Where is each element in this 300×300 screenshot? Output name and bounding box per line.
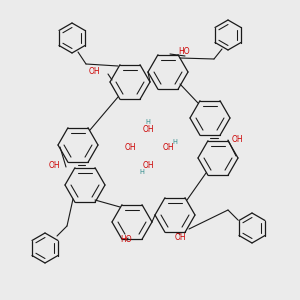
Text: OH: OH [124,143,136,152]
Text: OH: OH [48,160,60,169]
Text: OH: OH [174,233,186,242]
Text: HO: HO [178,47,190,56]
Text: HO: HO [120,236,132,244]
Text: H: H [140,169,144,175]
Text: OH: OH [162,143,174,152]
Text: OH: OH [88,68,100,76]
Text: OH: OH [142,160,154,169]
Text: H: H [172,139,177,145]
Text: H: H [146,119,150,125]
Text: OH: OH [232,136,244,145]
Text: OH: OH [142,125,154,134]
